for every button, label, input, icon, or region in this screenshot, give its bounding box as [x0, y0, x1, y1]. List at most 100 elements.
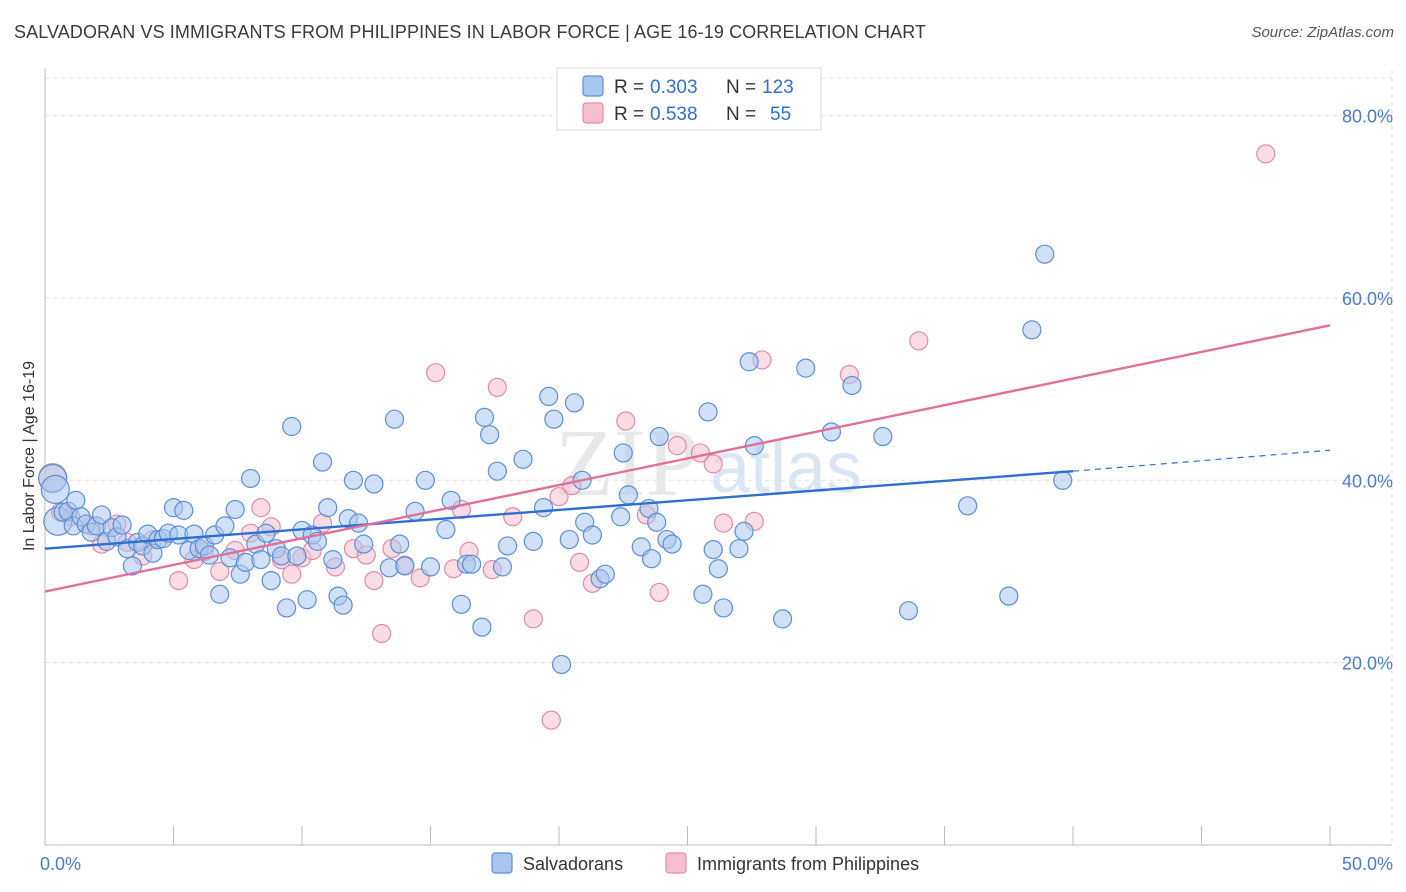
salvadorans-point-34 [210, 584, 230, 604]
salvadorans-point-77 [474, 407, 495, 427]
salvadorans-point-1 [40, 474, 70, 505]
salvadorans-point-102 [649, 426, 669, 447]
stats-legend-r-value-blue: 0.303 [650, 77, 698, 98]
philippines-point-45 [649, 582, 669, 603]
philippines-point-25 [364, 570, 384, 591]
salvadorans-point-58 [333, 595, 353, 615]
salvadorans-point-115 [796, 358, 816, 378]
trend-line-salvadorans [44, 469, 1074, 550]
stats-legend-r-label-blue: R = [614, 77, 644, 98]
salvadorans-point-37 [225, 499, 245, 520]
philippines-point-49 [713, 513, 734, 533]
salvadorans-point-51 [297, 590, 317, 610]
philippines-point-43 [616, 411, 636, 431]
salvadorans-point-54 [312, 452, 333, 472]
salvadorans-point-47 [276, 598, 297, 618]
chart-title: SALVADORAN VS IMMIGRANTS FROM PHILIPPINE… [14, 22, 927, 42]
salvadorans-point-116 [821, 422, 842, 442]
salvadorans-point-42 [251, 550, 271, 570]
salvadorans-point-56 [323, 550, 343, 570]
salvadorans-point-104 [662, 534, 682, 554]
grid-layer [45, 70, 1393, 845]
stats-legend-r-value-pink: 0.538 [650, 104, 698, 125]
philippines-point-12 [210, 561, 230, 582]
salvadorans-point-114 [772, 609, 793, 629]
salvadorans-point-118 [873, 426, 893, 447]
salvadorans-point-65 [384, 409, 405, 429]
philippines-point-53 [909, 331, 929, 351]
salvadorans-point-62 [354, 534, 374, 554]
philippines-point-15 [251, 498, 271, 518]
salvadorans-point-40 [241, 468, 261, 489]
trend-layer [44, 324, 1331, 593]
salvadorans-point-112 [739, 352, 759, 372]
philippines-point-54 [1256, 144, 1276, 164]
salvadorans-point-60 [343, 470, 363, 490]
salvadorans-point-101 [647, 512, 667, 532]
philippines-point-39 [549, 487, 569, 507]
salvadorans-point-85 [539, 386, 559, 407]
stats-legend-swatch-blue [582, 75, 604, 97]
salvadorans-point-72 [441, 490, 461, 510]
salvadorans-point-124 [1053, 470, 1073, 490]
y-tick-label-40: 40.0% [1342, 471, 1393, 491]
salvadorans-point-92 [582, 525, 603, 545]
salvadorans-point-48 [282, 416, 302, 437]
salvadorans-point-68 [405, 501, 425, 521]
salvadorans-point-105 [693, 584, 713, 604]
salvadorans-point-89 [564, 393, 585, 413]
salvadorans-point-67 [395, 556, 415, 576]
y-tick-label-80: 80.0% [1342, 107, 1393, 127]
salvadorans-point-83 [523, 531, 543, 551]
salvadorans-point-106 [698, 402, 718, 422]
axis-layer: 20.0% 40.0% 60.0% 80.0% [44, 68, 1393, 846]
philippines-point-35 [487, 377, 507, 397]
salvadorans-point-94 [595, 564, 615, 584]
salvadorans-point-111 [734, 521, 754, 541]
salvadorans-point-6 [66, 490, 86, 510]
philippines-point-38 [541, 710, 561, 730]
legend-label-philippines: Immigrants from Philippines [697, 854, 919, 874]
salvadorans-point-55 [318, 498, 338, 518]
salvadorans-point-109 [713, 598, 734, 618]
salvadorans-point-95 [611, 507, 631, 527]
salvadorans-point-71 [436, 519, 456, 540]
salvadorans-point-87 [551, 654, 572, 675]
salvadorans-point-63 [364, 474, 384, 494]
salvadorans-point-11 [91, 505, 112, 525]
philippines-point-46 [667, 436, 687, 456]
philippines-point-9 [169, 570, 189, 591]
salvadorans-point-78 [480, 425, 500, 445]
salvadorans-point-108 [708, 559, 728, 579]
salvadorans-point-84 [533, 498, 554, 518]
x-tick-label-min: 0.0% [40, 854, 81, 874]
salvadorans-point-121 [999, 586, 1019, 606]
stats-legend-swatch-pink [582, 102, 604, 124]
stats-legend-n-value-blue: 123 [762, 77, 794, 98]
salvadorans-point-123 [1035, 244, 1055, 264]
salvadorans-point-70 [420, 557, 441, 577]
salvadorans-point-61 [348, 513, 369, 533]
salvadorans-point-119 [898, 601, 919, 621]
salvadorans-point-15 [112, 515, 132, 535]
watermark-atlas: atlas [710, 428, 862, 508]
philippines-point-48 [703, 454, 723, 474]
stats-legend-r-label-pink: R = [614, 104, 644, 125]
salvadorans-point-80 [492, 557, 513, 577]
legend-swatch-salvadorans [491, 852, 513, 874]
salvadorans-point-100 [641, 549, 662, 569]
series-salvadorans-points [38, 244, 1073, 675]
salvadorans-point-44 [261, 570, 281, 591]
salvadorans-point-120 [958, 496, 978, 516]
salvadorans-point-35 [215, 516, 235, 536]
salvadorans-point-75 [462, 554, 482, 574]
salvadorans-point-81 [498, 536, 518, 556]
source-label: Source: ZipAtlas.com [1251, 24, 1394, 41]
bottom-legend: Salvadorans Immigrants from Philippines [491, 852, 919, 874]
salvadorans-point-27 [174, 500, 194, 520]
x-tick-label-max: 50.0% [1342, 854, 1393, 874]
salvadorans-point-107 [703, 539, 723, 560]
salvadorans-point-73 [451, 594, 471, 614]
salvadorans-point-88 [559, 529, 579, 550]
